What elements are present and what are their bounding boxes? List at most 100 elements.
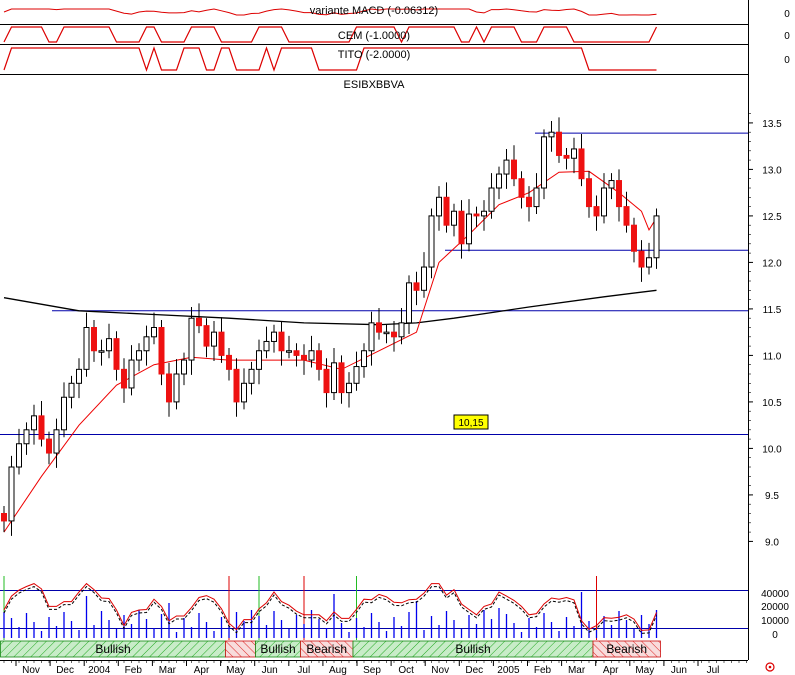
candle: [1, 513, 7, 522]
candle: [31, 415, 37, 431]
tito-panel: TITO (-2.0000) 0: [0, 46, 790, 75]
candle: [586, 178, 592, 208]
x-tick-label: Jun: [671, 665, 687, 675]
candle: [106, 338, 112, 352]
x-tick-label: Jun: [262, 665, 278, 675]
level-badge: 10,15: [453, 414, 489, 430]
cem-label: CEM (-1.0000): [338, 30, 410, 42]
candle: [271, 331, 277, 342]
candle: [323, 368, 330, 394]
reset-icon[interactable]: [765, 662, 775, 672]
candlesticks: [1, 117, 660, 536]
candle: [188, 317, 195, 361]
candle: [428, 215, 435, 268]
oscillator-volume-panel: 40000 20000 10000 0: [0, 576, 789, 641]
candle: [443, 196, 450, 226]
candle: [653, 215, 660, 259]
trend-label: Bearish: [306, 642, 347, 656]
x-tick-label: Feb: [125, 665, 143, 675]
candle: [383, 331, 390, 335]
candle: [301, 354, 307, 361]
candle: [533, 187, 540, 208]
volume-axis-label: 10000: [761, 616, 789, 627]
candle: [481, 210, 487, 217]
candle: [556, 131, 562, 156]
candle: [421, 266, 427, 291]
candle: [53, 429, 60, 454]
candle: [23, 429, 30, 445]
trend-label: Bullish: [260, 642, 295, 656]
x-tick-label: Jul: [297, 665, 310, 675]
y-tick-label: 10.0: [762, 444, 782, 455]
candle: [488, 187, 495, 212]
candle: [211, 331, 217, 347]
x-tick-label: Mar: [159, 665, 177, 675]
candle: [466, 213, 472, 245]
candle: [518, 178, 525, 198]
candle: [38, 415, 45, 440]
x-tick-label: Apr: [603, 665, 619, 675]
candle: [548, 131, 555, 138]
x-tick-label: Feb: [534, 665, 552, 675]
candle: [601, 187, 607, 217]
trend-label: Bullish: [455, 642, 490, 656]
candle: [136, 350, 142, 361]
volume-axis-label: 40000: [761, 589, 789, 600]
x-tick-label: 2004: [88, 665, 111, 675]
candle: [68, 382, 75, 398]
candle: [376, 322, 382, 333]
candle: [248, 368, 255, 384]
candle: [263, 340, 270, 352]
candle: [436, 196, 442, 217]
y-tick-label: 13.0: [762, 165, 782, 176]
candle: [226, 354, 232, 370]
candle: [398, 322, 405, 338]
candle: [473, 213, 480, 217]
candle: [631, 224, 637, 252]
candle: [16, 443, 22, 468]
cem-axis-label: 0: [784, 31, 790, 42]
candle: [608, 180, 615, 189]
x-tick-label: Nov: [22, 665, 40, 675]
candle: [638, 250, 645, 268]
candle: [83, 327, 90, 370]
bearish-segment: [592, 640, 661, 658]
candle: [293, 350, 300, 356]
candle: [338, 362, 345, 394]
y-tick-label: 11.0: [763, 351, 782, 362]
candle: [256, 350, 262, 370]
candle: [316, 350, 322, 370]
candle: [218, 331, 225, 356]
bearish-segment: [225, 640, 256, 658]
candle: [361, 350, 367, 368]
candle: [541, 136, 547, 189]
candle: [578, 148, 585, 180]
tito-label: TITO (-2.0000): [338, 49, 411, 61]
candle: [113, 338, 120, 370]
y-tick-label: 12.0: [762, 258, 782, 269]
candle: [406, 282, 412, 324]
candle: [173, 373, 180, 403]
cem-panel: CEM (-1.0000) 0: [0, 25, 790, 45]
macd-axis-label: 0: [784, 9, 790, 20]
level-lines: [0, 132, 748, 435]
candle: [98, 350, 105, 353]
candle: [616, 180, 622, 208]
x-axis: Nov Dec 2004 Feb Mar Apr May Jun Jul Aug Sep Oct Nov…: [3, 660, 747, 675]
candle: [623, 206, 630, 226]
candle: [8, 466, 15, 522]
candle: [353, 366, 360, 384]
y-tick-label: 13.5: [762, 119, 782, 130]
y-axis: 9.0 9.5 10.0 10.5 11.0 11.5 12.0 12.5 13.0 13.5: [748, 113, 782, 548]
candle: [563, 154, 570, 159]
candle: [46, 438, 52, 454]
volume-axis-label: 20000: [761, 602, 789, 613]
trend-label: Bearish: [606, 642, 647, 656]
candle: [571, 148, 577, 159]
macd-label: variante MACD (-0.06312): [310, 5, 438, 17]
candle: [158, 327, 165, 375]
tito-axis-label: 0: [784, 55, 790, 66]
candle: [278, 331, 285, 352]
y-tick-label: 9.0: [765, 537, 779, 548]
x-tick-label: Oct: [398, 665, 414, 675]
